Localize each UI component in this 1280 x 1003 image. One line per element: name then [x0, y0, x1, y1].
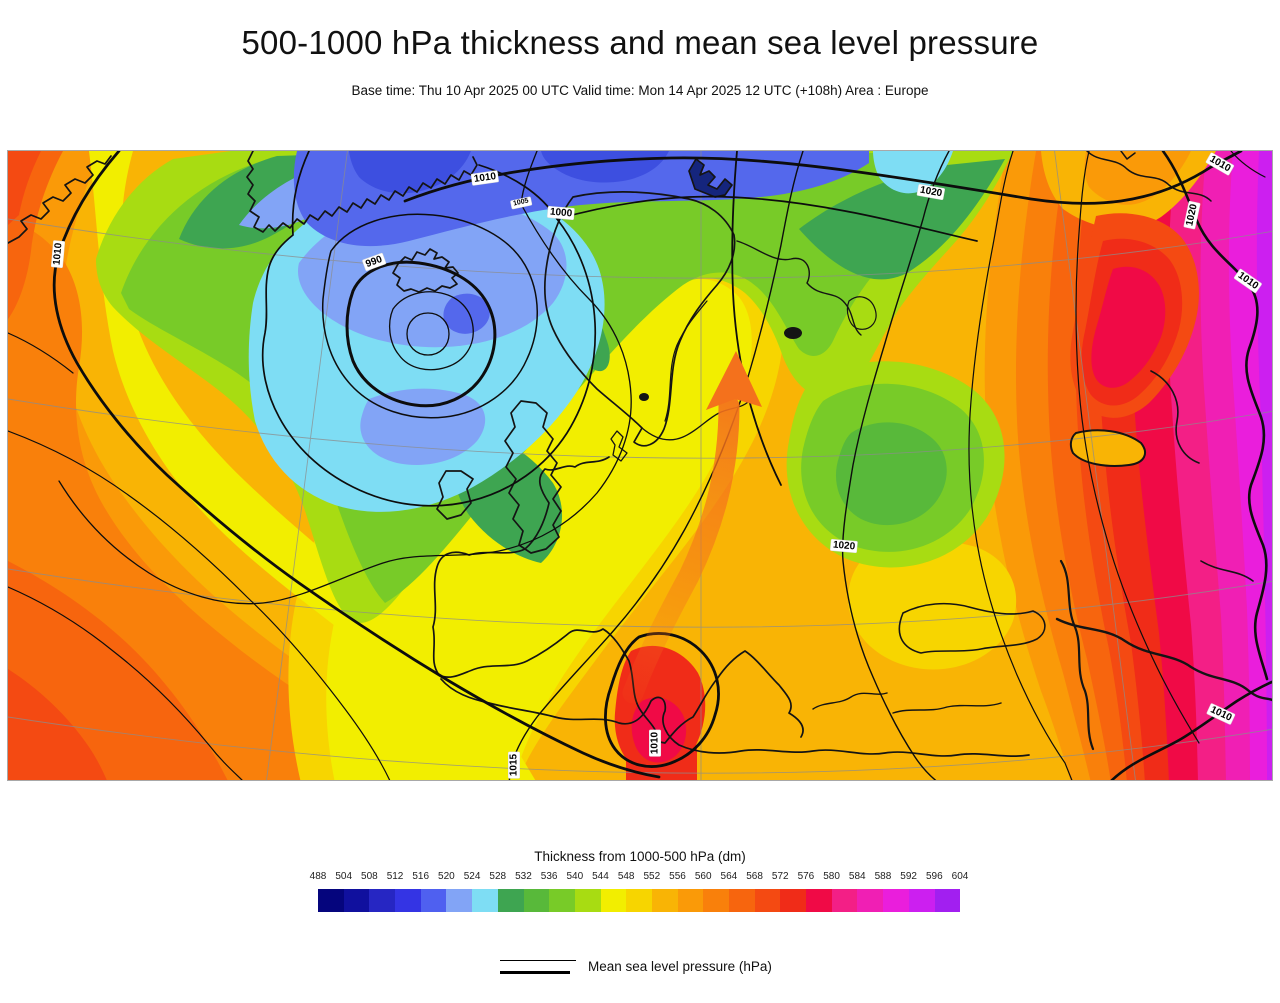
colorbar-tick: 552 [643, 871, 661, 882]
colorbar-tick: 576 [797, 871, 815, 882]
flow-arrow [622, 351, 762, 704]
colorbar-segment [703, 889, 729, 912]
colorbar-segment [626, 889, 652, 912]
colorbar-tick: 504 [335, 871, 353, 882]
thickness-legend-title: Thickness from 1000-500 hPa (dm) [534, 849, 746, 864]
colorbar-tick: 488 [309, 871, 327, 882]
colorbar-segment [420, 889, 447, 912]
colorbar-segment [600, 889, 627, 912]
colorbar-tick: 544 [592, 871, 609, 882]
colorbar-segment [395, 889, 421, 912]
mslp-legend: Mean sea level pressure (hPa) [0, 952, 1280, 988]
coastlines [8, 151, 1272, 758]
colorbar-segment [523, 889, 550, 912]
colorbar-tick: 528 [489, 871, 507, 882]
mslp-line-samples [500, 958, 576, 978]
colorbar-tick: 524 [463, 871, 481, 882]
colorbar-segment [729, 889, 755, 912]
colorbar-tick: 560 [694, 871, 712, 882]
colorbar-tick: 592 [900, 871, 917, 882]
colorbar-segment [780, 889, 807, 912]
colorbar-segment [857, 889, 884, 912]
weather-map: 1010 1000 990 1005 1020 1020 1015 1010 1010 1010 1… [7, 150, 1273, 781]
colorbar-segment [497, 889, 524, 912]
colorbar-segment [651, 889, 678, 912]
colorbar-tick: 572 [771, 871, 789, 882]
colorbar-tick: 512 [386, 871, 404, 882]
colorbar-segment [369, 889, 396, 912]
thickness-colorbar [318, 889, 961, 912]
colorbar-ticks: 488 504 508 512 516 520 524 528 532 536 540 544 548 5… [310, 871, 969, 883]
colorbar-tick: 516 [412, 871, 430, 882]
colorbar-tick: 564 [720, 871, 738, 882]
mslp-thin-line [500, 960, 576, 961]
colorbar-tick: 556 [669, 871, 686, 882]
colorbar-tick: 596 [925, 871, 943, 882]
colorbar-segment [446, 889, 473, 912]
weather-map-canvas [8, 151, 1272, 780]
page-subtitle: Base time: Thu 10 Apr 2025 00 UTC Valid … [351, 83, 929, 98]
colorbar-tick: 540 [566, 871, 584, 882]
colorbar-tick: 580 [823, 871, 840, 882]
colorbar-tick: 532 [515, 871, 532, 882]
colorbar-segment [806, 889, 832, 912]
colorbar-tick: 548 [617, 871, 635, 882]
colorbar-segment [574, 889, 601, 912]
colorbar-segment [908, 889, 935, 912]
page-title: 500-1000 hPa thickness and mean sea leve… [241, 24, 1039, 61]
colorbar-segment [472, 889, 498, 912]
colorbar-tick: 584 [848, 871, 866, 882]
thickness-shading [8, 151, 1272, 780]
colorbar-segment [754, 889, 781, 912]
colorbar-tick: 568 [746, 871, 763, 882]
colorbar-tick: 588 [874, 871, 892, 882]
colorbar-tick: 520 [438, 871, 455, 882]
colorbar-segment [934, 889, 961, 912]
colorbar-tick: 536 [540, 871, 558, 882]
colorbar-segment [549, 889, 575, 912]
colorbar-segment [318, 889, 344, 912]
mslp-thick-line [500, 971, 570, 974]
colorbar-segment [677, 889, 704, 912]
colorbar-tick: 508 [361, 871, 378, 882]
colorbar-segment [343, 889, 370, 912]
colorbar-segment [831, 889, 858, 912]
colorbar-tick: 604 [951, 871, 969, 882]
colorbar-segment [883, 889, 909, 912]
mslp-legend-label: Mean sea level pressure (hPa) [588, 959, 772, 974]
